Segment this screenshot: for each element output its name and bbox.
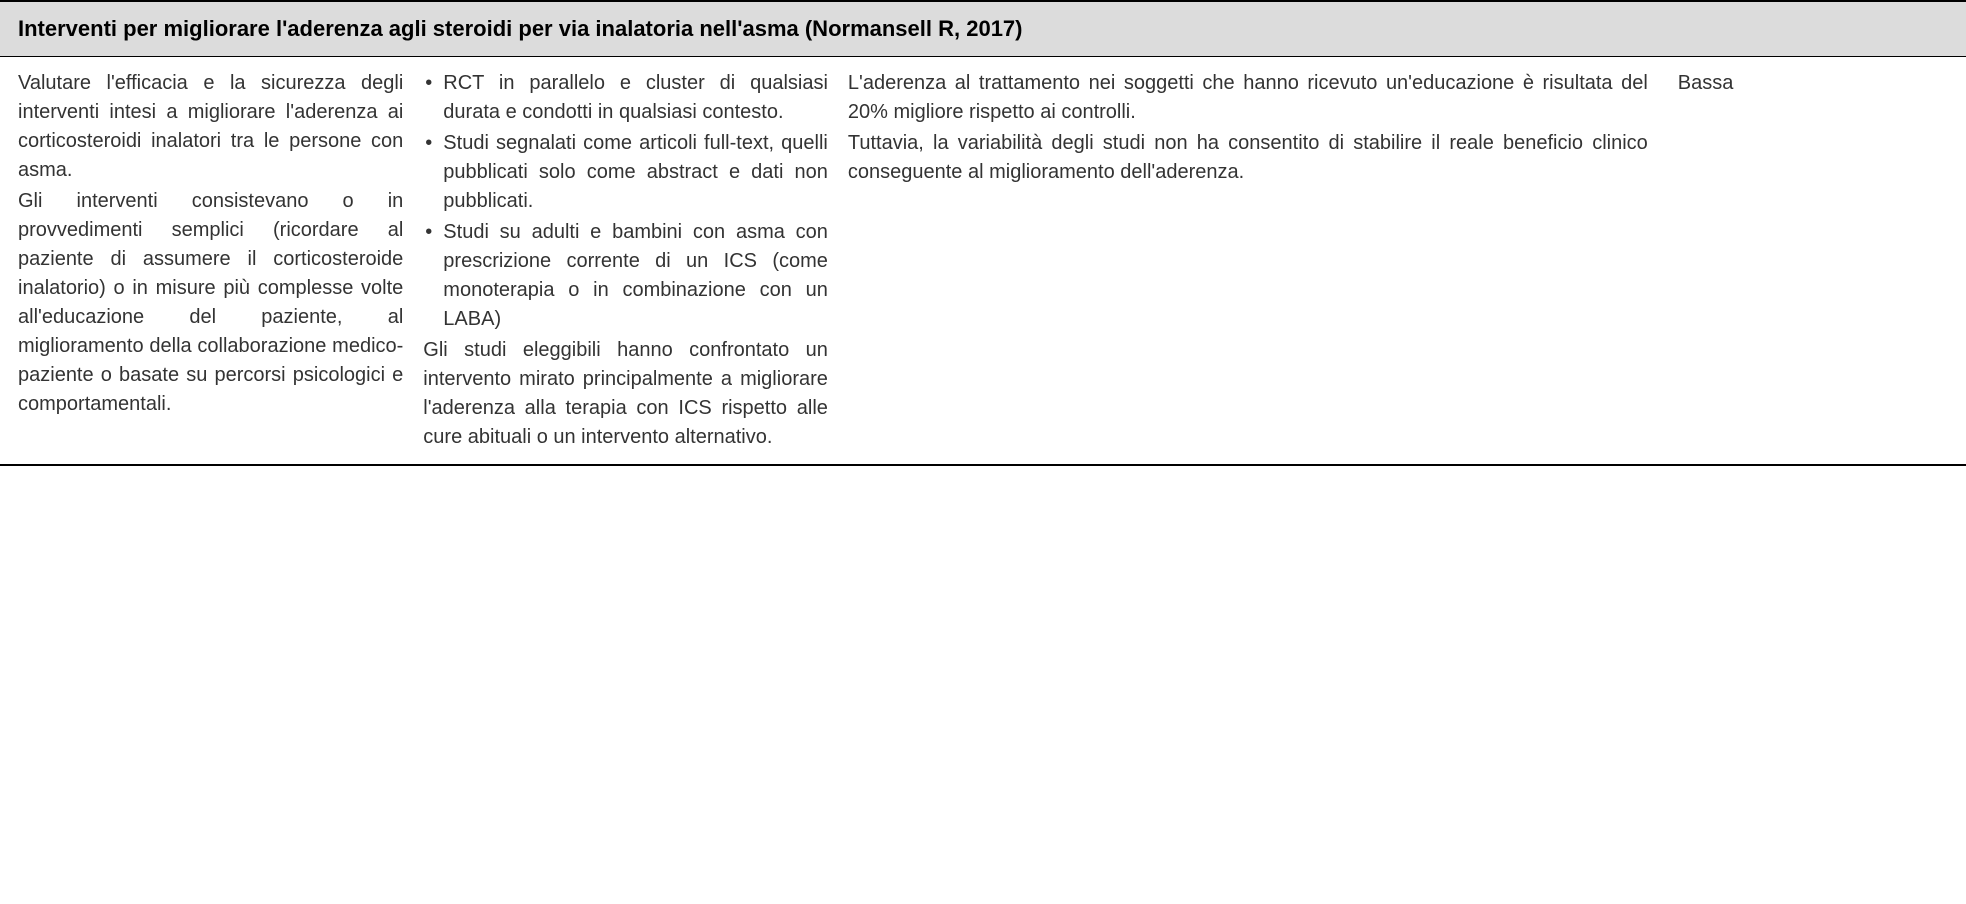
table-body-row: Valutare l'efficacia e la sicurezza degl…: [0, 57, 1966, 466]
criteria-bullet-3: Studi su adulti e bambini con asma con p…: [423, 218, 828, 334]
results-para-2: Tuttavia, la variabilità degli studi non…: [848, 129, 1648, 187]
column-results: L'aderenza al trattamento nei soggetti c…: [848, 69, 1678, 452]
criteria-trailing-para: Gli studi eleggibili hanno confrontato u…: [423, 336, 828, 452]
criteria-bullet-2: Studi segnalati come articoli full-text,…: [423, 129, 828, 216]
objective-para-2: Gli interventi consistevano o in provved…: [18, 187, 403, 419]
evidence-table: Interventi per migliorare l'aderenza agl…: [0, 0, 1966, 466]
results-para-1: L'aderenza al trattamento nei soggetti c…: [848, 69, 1648, 127]
table-title: Interventi per migliorare l'aderenza agl…: [18, 16, 1948, 42]
quality-rating: Bassa: [1678, 69, 1948, 98]
objective-para-1: Valutare l'efficacia e la sicurezza degl…: [18, 69, 403, 185]
criteria-bullet-1: RCT in parallelo e cluster di qualsiasi …: [423, 69, 828, 127]
table-header-row: Interventi per migliorare l'aderenza agl…: [0, 0, 1966, 57]
criteria-bullet-list: RCT in parallelo e cluster di qualsiasi …: [423, 69, 828, 334]
column-quality: Bassa: [1678, 69, 1948, 452]
column-criteria: RCT in parallelo e cluster di qualsiasi …: [423, 69, 848, 452]
column-objective: Valutare l'efficacia e la sicurezza degl…: [18, 69, 423, 452]
